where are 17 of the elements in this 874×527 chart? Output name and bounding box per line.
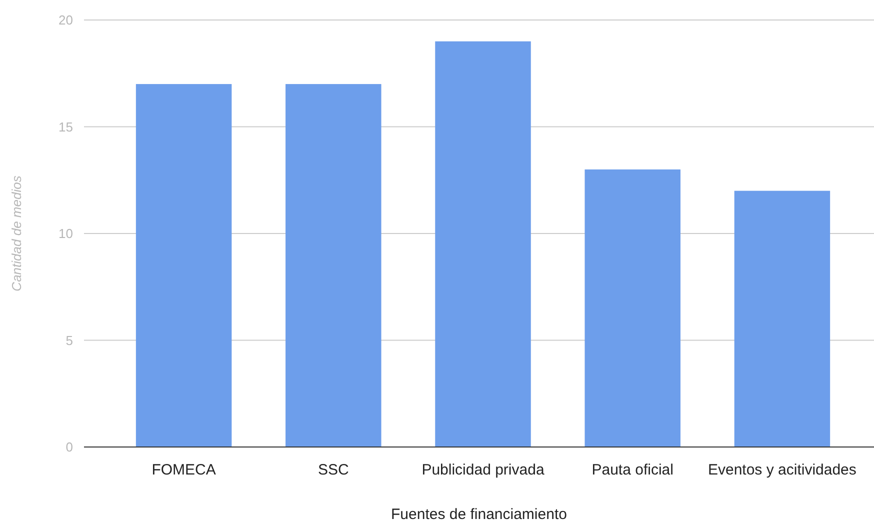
x-tick-label: FOMECA [152,461,216,478]
x-tick-label: SSC [318,461,349,478]
x-tick-label: Pauta oficial [592,461,674,478]
bar [435,41,531,447]
x-axis-title: Fuentes de financiamiento [391,506,567,523]
y-tick-label: 20 [58,12,73,28]
bar [136,84,232,447]
y-tick-label: 0 [66,440,73,455]
y-axis-title: Cantidad de medios [9,175,24,292]
y-tick-label: 5 [66,332,73,348]
y-tick-label: 10 [58,226,73,242]
x-tick-label: Publicidad privada [422,461,545,478]
bar [734,190,830,447]
bar [286,84,382,447]
bar [584,169,680,447]
x-tick-label: Eventos y acitividades [708,461,856,478]
y-tick-label: 15 [58,119,73,134]
